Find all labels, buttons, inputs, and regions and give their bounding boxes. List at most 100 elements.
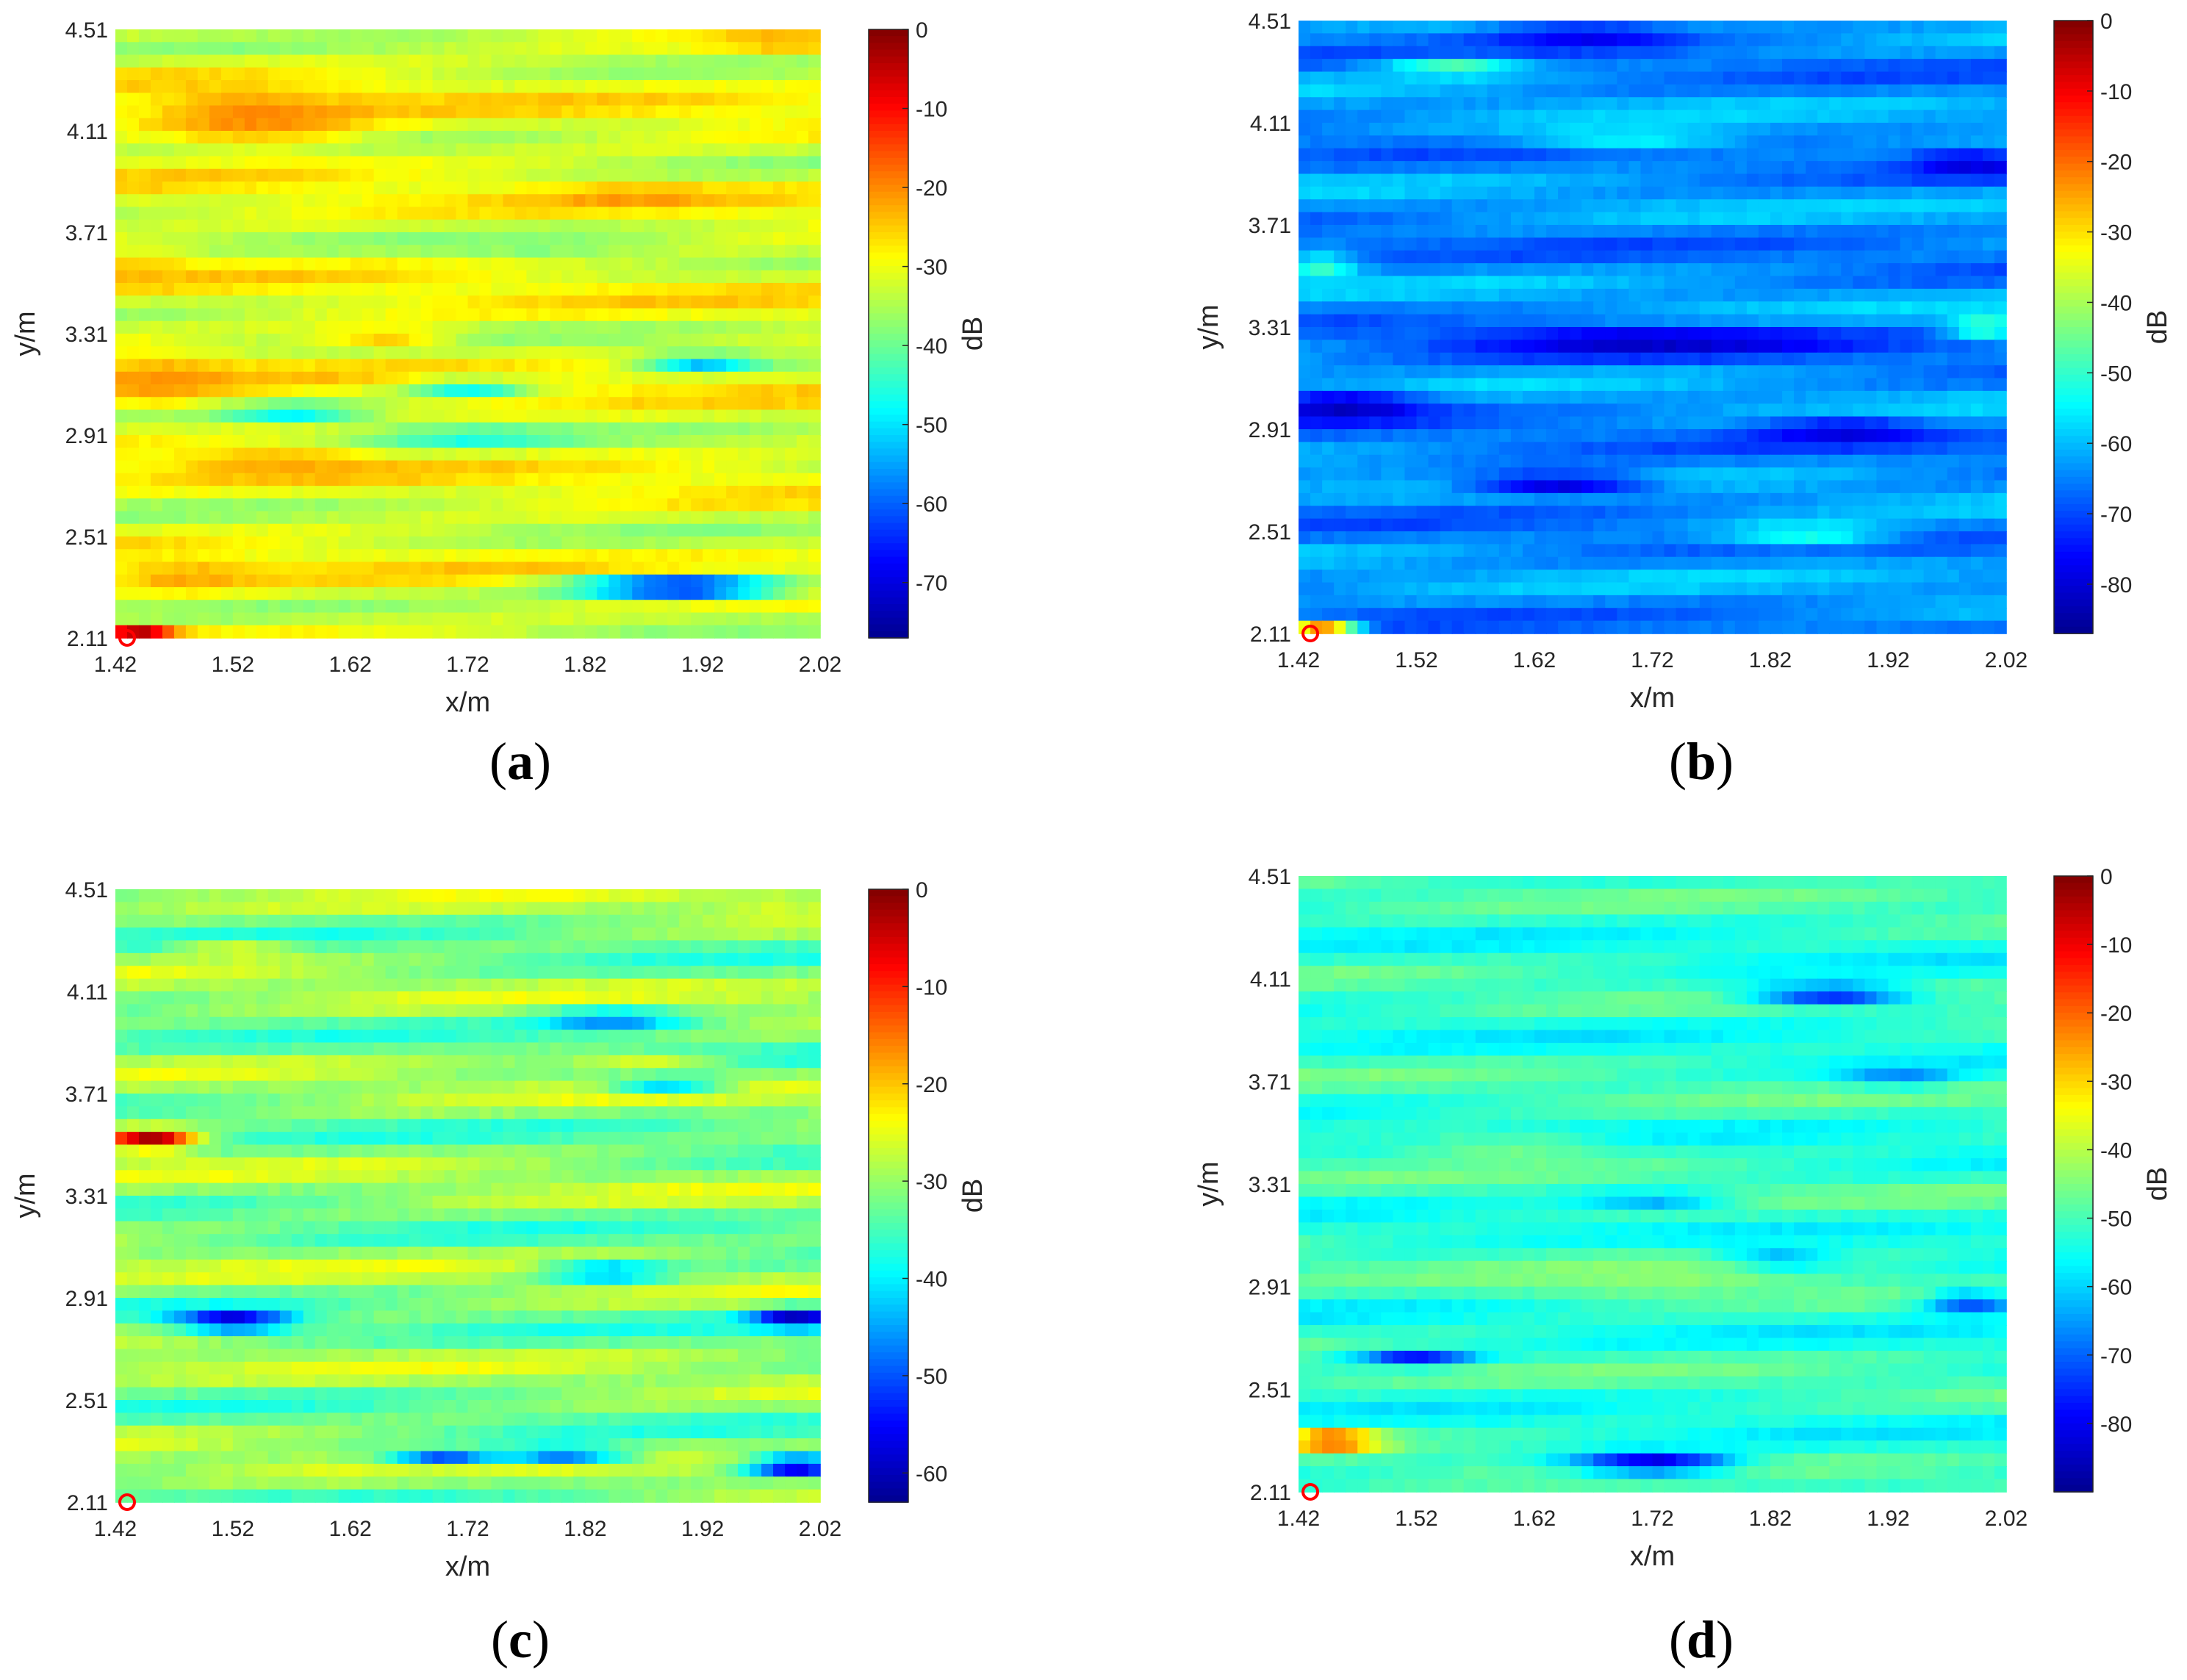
heatmap-cell: [491, 511, 504, 525]
heatmap-cell: [808, 422, 821, 436]
heatmap-cell: [138, 561, 151, 575]
heatmap-cell: [1463, 59, 1476, 73]
heatmap-cell: [220, 232, 234, 246]
heatmap-cell: [1900, 314, 1913, 328]
heatmap-cell: [1911, 84, 1925, 98]
heatmap-cell: [573, 422, 586, 436]
heatmap-cell: [1829, 59, 1842, 73]
heatmap-cell: [1463, 352, 1476, 366]
heatmap-cell: [303, 219, 316, 233]
heatmap-cell: [1947, 225, 1960, 239]
heatmap-cell: [1829, 71, 1842, 85]
heatmap-cell: [1393, 84, 1406, 98]
heatmap-cell: [1487, 148, 1500, 162]
heatmap-cell: [1440, 301, 1453, 315]
heatmap-cell: [608, 561, 622, 575]
heatmap-cell: [644, 498, 657, 512]
heatmap-cell: [1699, 378, 1712, 392]
heatmap-cell: [1628, 365, 1642, 379]
heatmap-cell: [585, 207, 598, 220]
heatmap-cell: [1770, 173, 1783, 187]
heatmap-cell: [126, 93, 140, 107]
heatmap-cell: [691, 182, 703, 195]
heatmap-cell: [303, 384, 316, 398]
heatmap-cell: [362, 435, 375, 449]
heatmap-cell: [726, 435, 739, 449]
heatmap-cell: [644, 207, 657, 220]
heatmap-cell: [679, 625, 692, 639]
heatmap-cell: [1970, 288, 1983, 303]
heatmap-cell: [691, 308, 703, 322]
heatmap-cell: [1463, 110, 1476, 123]
heatmap-cell: [220, 334, 234, 348]
heatmap-cell: [738, 486, 750, 500]
heatmap-cell: [1369, 237, 1382, 251]
heatmap-cell: [1640, 429, 1653, 443]
heatmap-cell: [1652, 110, 1665, 123]
heatmap-cell: [1687, 365, 1701, 379]
heatmap-cell: [1723, 186, 1736, 201]
heatmap-cell: [385, 232, 398, 246]
colorbar-tick-label: -20: [916, 176, 947, 201]
heatmap-cell: [1334, 135, 1346, 149]
heatmap-cell: [1522, 263, 1535, 277]
heatmap-cell: [467, 536, 481, 550]
heatmap-cell: [1299, 327, 1311, 341]
heatmap-cell: [785, 561, 797, 575]
heatmap-cell: [1346, 288, 1359, 303]
heatmap-cell: [750, 422, 762, 436]
heatmap-cell: [561, 270, 575, 284]
heatmap-cell: [656, 182, 669, 195]
heatmap-cell: [291, 549, 304, 563]
heatmap-cell: [585, 80, 598, 94]
heatmap-cell: [185, 219, 198, 233]
heatmap-cell: [538, 219, 551, 233]
heatmap-cell: [585, 283, 598, 297]
heatmap-cell: [667, 320, 680, 334]
heatmap-cell: [538, 156, 551, 170]
heatmap-cell: [1876, 352, 1889, 366]
heatmap-cell: [679, 29, 692, 43]
heatmap-cell: [479, 131, 492, 145]
heatmap-cell: [244, 384, 257, 398]
heatmap-cell: [679, 511, 692, 525]
heatmap-cell: [1416, 276, 1429, 290]
heatmap-cell: [526, 523, 539, 537]
heatmap-cell: [350, 168, 363, 182]
heatmap-cell: [1534, 173, 1547, 187]
heatmap-cell: [679, 67, 692, 81]
heatmap-cell: [432, 371, 445, 385]
heatmap-cell: [1935, 110, 1948, 123]
heatmap-cell: [197, 168, 210, 182]
heatmap-cell: [1794, 123, 1806, 137]
heatmap-cell: [138, 54, 151, 68]
heatmap-cell: [1393, 199, 1406, 213]
heatmap-cell: [644, 625, 657, 639]
heatmap-cell: [467, 232, 481, 246]
heatmap-cell: [315, 498, 328, 512]
heatmap-cell: [350, 625, 363, 639]
heatmap-cell: [138, 245, 151, 259]
heatmap-cell: [444, 625, 457, 639]
heatmap-cell: [1381, 173, 1394, 187]
heatmap-cell: [326, 29, 340, 43]
heatmap-cell: [467, 93, 481, 107]
heatmap-cell: [1687, 110, 1701, 123]
heatmap-cell: [761, 397, 774, 411]
heatmap-cell: [750, 54, 762, 68]
heatmap-cell: [608, 422, 622, 436]
heatmap-cell: [1605, 352, 1618, 366]
colorbar-step: [869, 455, 908, 463]
heatmap-cell: [703, 448, 715, 462]
heatmap-cell: [197, 346, 210, 360]
heatmap-cell: [1711, 352, 1724, 366]
heatmap-cell: [1581, 237, 1595, 251]
heatmap-cell: [1923, 161, 1936, 175]
heatmap-cell: [291, 473, 304, 487]
heatmap-cell: [1900, 46, 1913, 60]
heatmap-cell: [1510, 314, 1523, 328]
heatmap-cell: [244, 409, 257, 423]
heatmap-cell: [126, 270, 140, 284]
heatmap-cell: [338, 384, 351, 398]
heatmap-cell: [679, 498, 692, 512]
